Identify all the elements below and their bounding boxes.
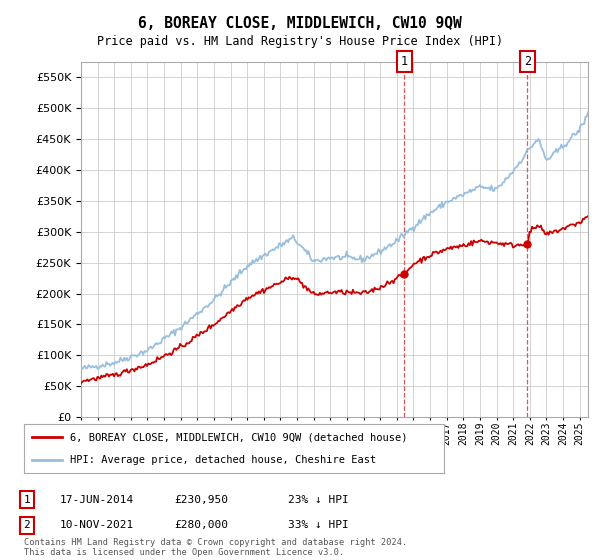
- Text: 33% ↓ HPI: 33% ↓ HPI: [288, 520, 349, 530]
- Text: Contains HM Land Registry data © Crown copyright and database right 2024.
This d: Contains HM Land Registry data © Crown c…: [24, 538, 407, 557]
- Text: 2: 2: [23, 520, 31, 530]
- Text: 6, BOREAY CLOSE, MIDDLEWICH, CW10 9QW (detached house): 6, BOREAY CLOSE, MIDDLEWICH, CW10 9QW (d…: [70, 432, 408, 442]
- Text: 6, BOREAY CLOSE, MIDDLEWICH, CW10 9QW: 6, BOREAY CLOSE, MIDDLEWICH, CW10 9QW: [138, 16, 462, 31]
- Text: 1: 1: [23, 494, 31, 505]
- Text: £280,000: £280,000: [174, 520, 228, 530]
- Text: 23% ↓ HPI: 23% ↓ HPI: [288, 494, 349, 505]
- Text: 2: 2: [524, 55, 531, 68]
- Text: Price paid vs. HM Land Registry's House Price Index (HPI): Price paid vs. HM Land Registry's House …: [97, 35, 503, 48]
- Text: £230,950: £230,950: [174, 494, 228, 505]
- Text: 17-JUN-2014: 17-JUN-2014: [60, 494, 134, 505]
- Text: 10-NOV-2021: 10-NOV-2021: [60, 520, 134, 530]
- Text: HPI: Average price, detached house, Cheshire East: HPI: Average price, detached house, Ches…: [70, 455, 376, 465]
- Text: 1: 1: [401, 55, 408, 68]
